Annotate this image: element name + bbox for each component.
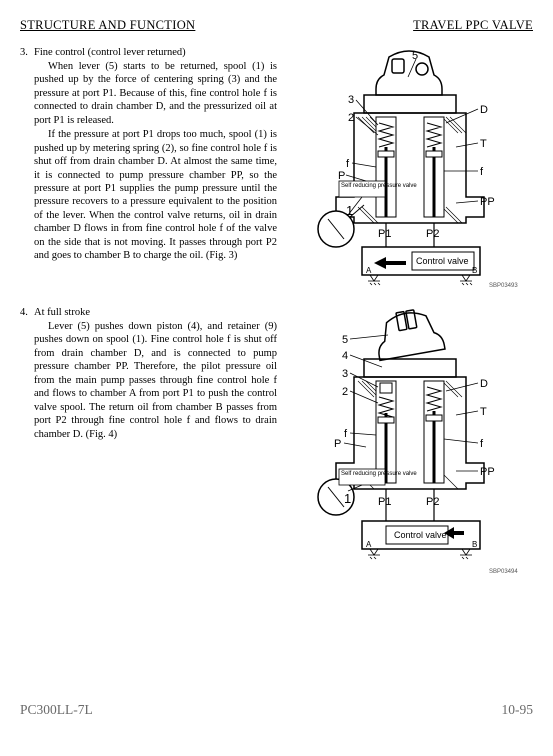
fig3-code: SBP03493 bbox=[489, 283, 518, 289]
fig4-label-A: A bbox=[366, 540, 372, 549]
page-header: STRUCTURE AND FUNCTION TRAVEL PPC VALVE bbox=[20, 18, 533, 33]
fig3-label-T: T bbox=[480, 138, 487, 150]
fig4-label-self-reducing: Self reducing pressure valve bbox=[341, 471, 417, 477]
fig3-label-P2: P2 bbox=[426, 228, 439, 240]
footer-page: 10-95 bbox=[502, 702, 534, 718]
fig3-label-P1: P1 bbox=[378, 228, 391, 240]
fig3-label-D: D bbox=[480, 104, 488, 116]
fig3-label-PP: PP bbox=[480, 196, 495, 208]
section-4-para-1: Lever (5) pushes down piston (4), and re… bbox=[34, 320, 277, 441]
fig4-label-B: B bbox=[472, 540, 477, 549]
fig4-code: SBP03494 bbox=[489, 569, 518, 575]
fig3-label-n2: 2 bbox=[348, 112, 354, 124]
fig3-label-control-valve: Control valve bbox=[416, 256, 469, 266]
fig4-label-P2: P2 bbox=[426, 496, 439, 508]
fig3-label-B: B bbox=[472, 266, 477, 275]
section-4: 4. At full stroke Lever (5) pushes down … bbox=[20, 307, 533, 577]
fig4-label-PP: PP bbox=[480, 466, 495, 478]
figure-4-column: Self reducing pressure valve Control val… bbox=[285, 307, 533, 577]
section-3-title: Fine control (control lever returned) bbox=[34, 47, 277, 58]
fig3-label-P: P bbox=[338, 170, 345, 182]
svg-text:Self reducing pressure valve: Self reducing pressure valve bbox=[341, 471, 417, 477]
section-3-number: 3. bbox=[20, 47, 34, 263]
page-footer: PC300LL-7L 10-95 bbox=[20, 702, 533, 718]
fig4-label-n2: 2 bbox=[342, 386, 348, 398]
fig3-label-n3: 3 bbox=[348, 94, 354, 106]
section-4-title: At full stroke bbox=[34, 307, 277, 318]
section-3-para-1: When lever (5) starts to be returned, sp… bbox=[34, 60, 277, 127]
section-4-number: 4. bbox=[20, 307, 34, 441]
fig4-label-P: P bbox=[334, 438, 341, 450]
header-section-title: STRUCTURE AND FUNCTION bbox=[20, 18, 195, 33]
figure-4: Self reducing pressure valve Control val… bbox=[294, 307, 524, 577]
figure-3: Self reducing pressure valve Control val… bbox=[294, 47, 524, 289]
fig4-label-D: D bbox=[480, 378, 488, 390]
section-4-text: 4. At full stroke Lever (5) pushes down … bbox=[20, 307, 285, 441]
fig3-label-f-right: f bbox=[480, 166, 484, 178]
fig4-label-n1: 1 bbox=[344, 491, 351, 506]
fig3-label-A: A bbox=[366, 266, 372, 275]
section-3: 3. Fine control (control lever returned)… bbox=[20, 47, 533, 289]
fig3-label-self-reducing: Self reducing pressure valve bbox=[341, 183, 417, 189]
fig4-label-f-right: f bbox=[480, 438, 484, 450]
footer-model: PC300LL-7L bbox=[20, 702, 93, 718]
fig4-label-P1: P1 bbox=[378, 496, 391, 508]
section-3-text: 3. Fine control (control lever returned)… bbox=[20, 47, 285, 263]
figure-3-column: Self reducing pressure valve Control val… bbox=[285, 47, 533, 289]
fig4-label-control-valve: Control valve bbox=[394, 530, 447, 540]
fig4-label-f-left: f bbox=[344, 428, 348, 440]
fig4-label-n3: 3 bbox=[342, 368, 348, 380]
fig3-label-f-left: f bbox=[346, 158, 350, 170]
header-component-title: TRAVEL PPC VALVE bbox=[413, 18, 533, 33]
fig4-label-n5: 5 bbox=[342, 334, 348, 346]
section-3-para-2: If the pressure at port P1 drops too muc… bbox=[34, 128, 277, 262]
svg-text:Self reducing pressure valve: Self reducing pressure valve bbox=[341, 183, 417, 189]
fig4-label-n4: 4 bbox=[342, 350, 348, 362]
fig3-label-n1: 1 bbox=[346, 203, 353, 218]
fig4-label-T: T bbox=[480, 406, 487, 418]
